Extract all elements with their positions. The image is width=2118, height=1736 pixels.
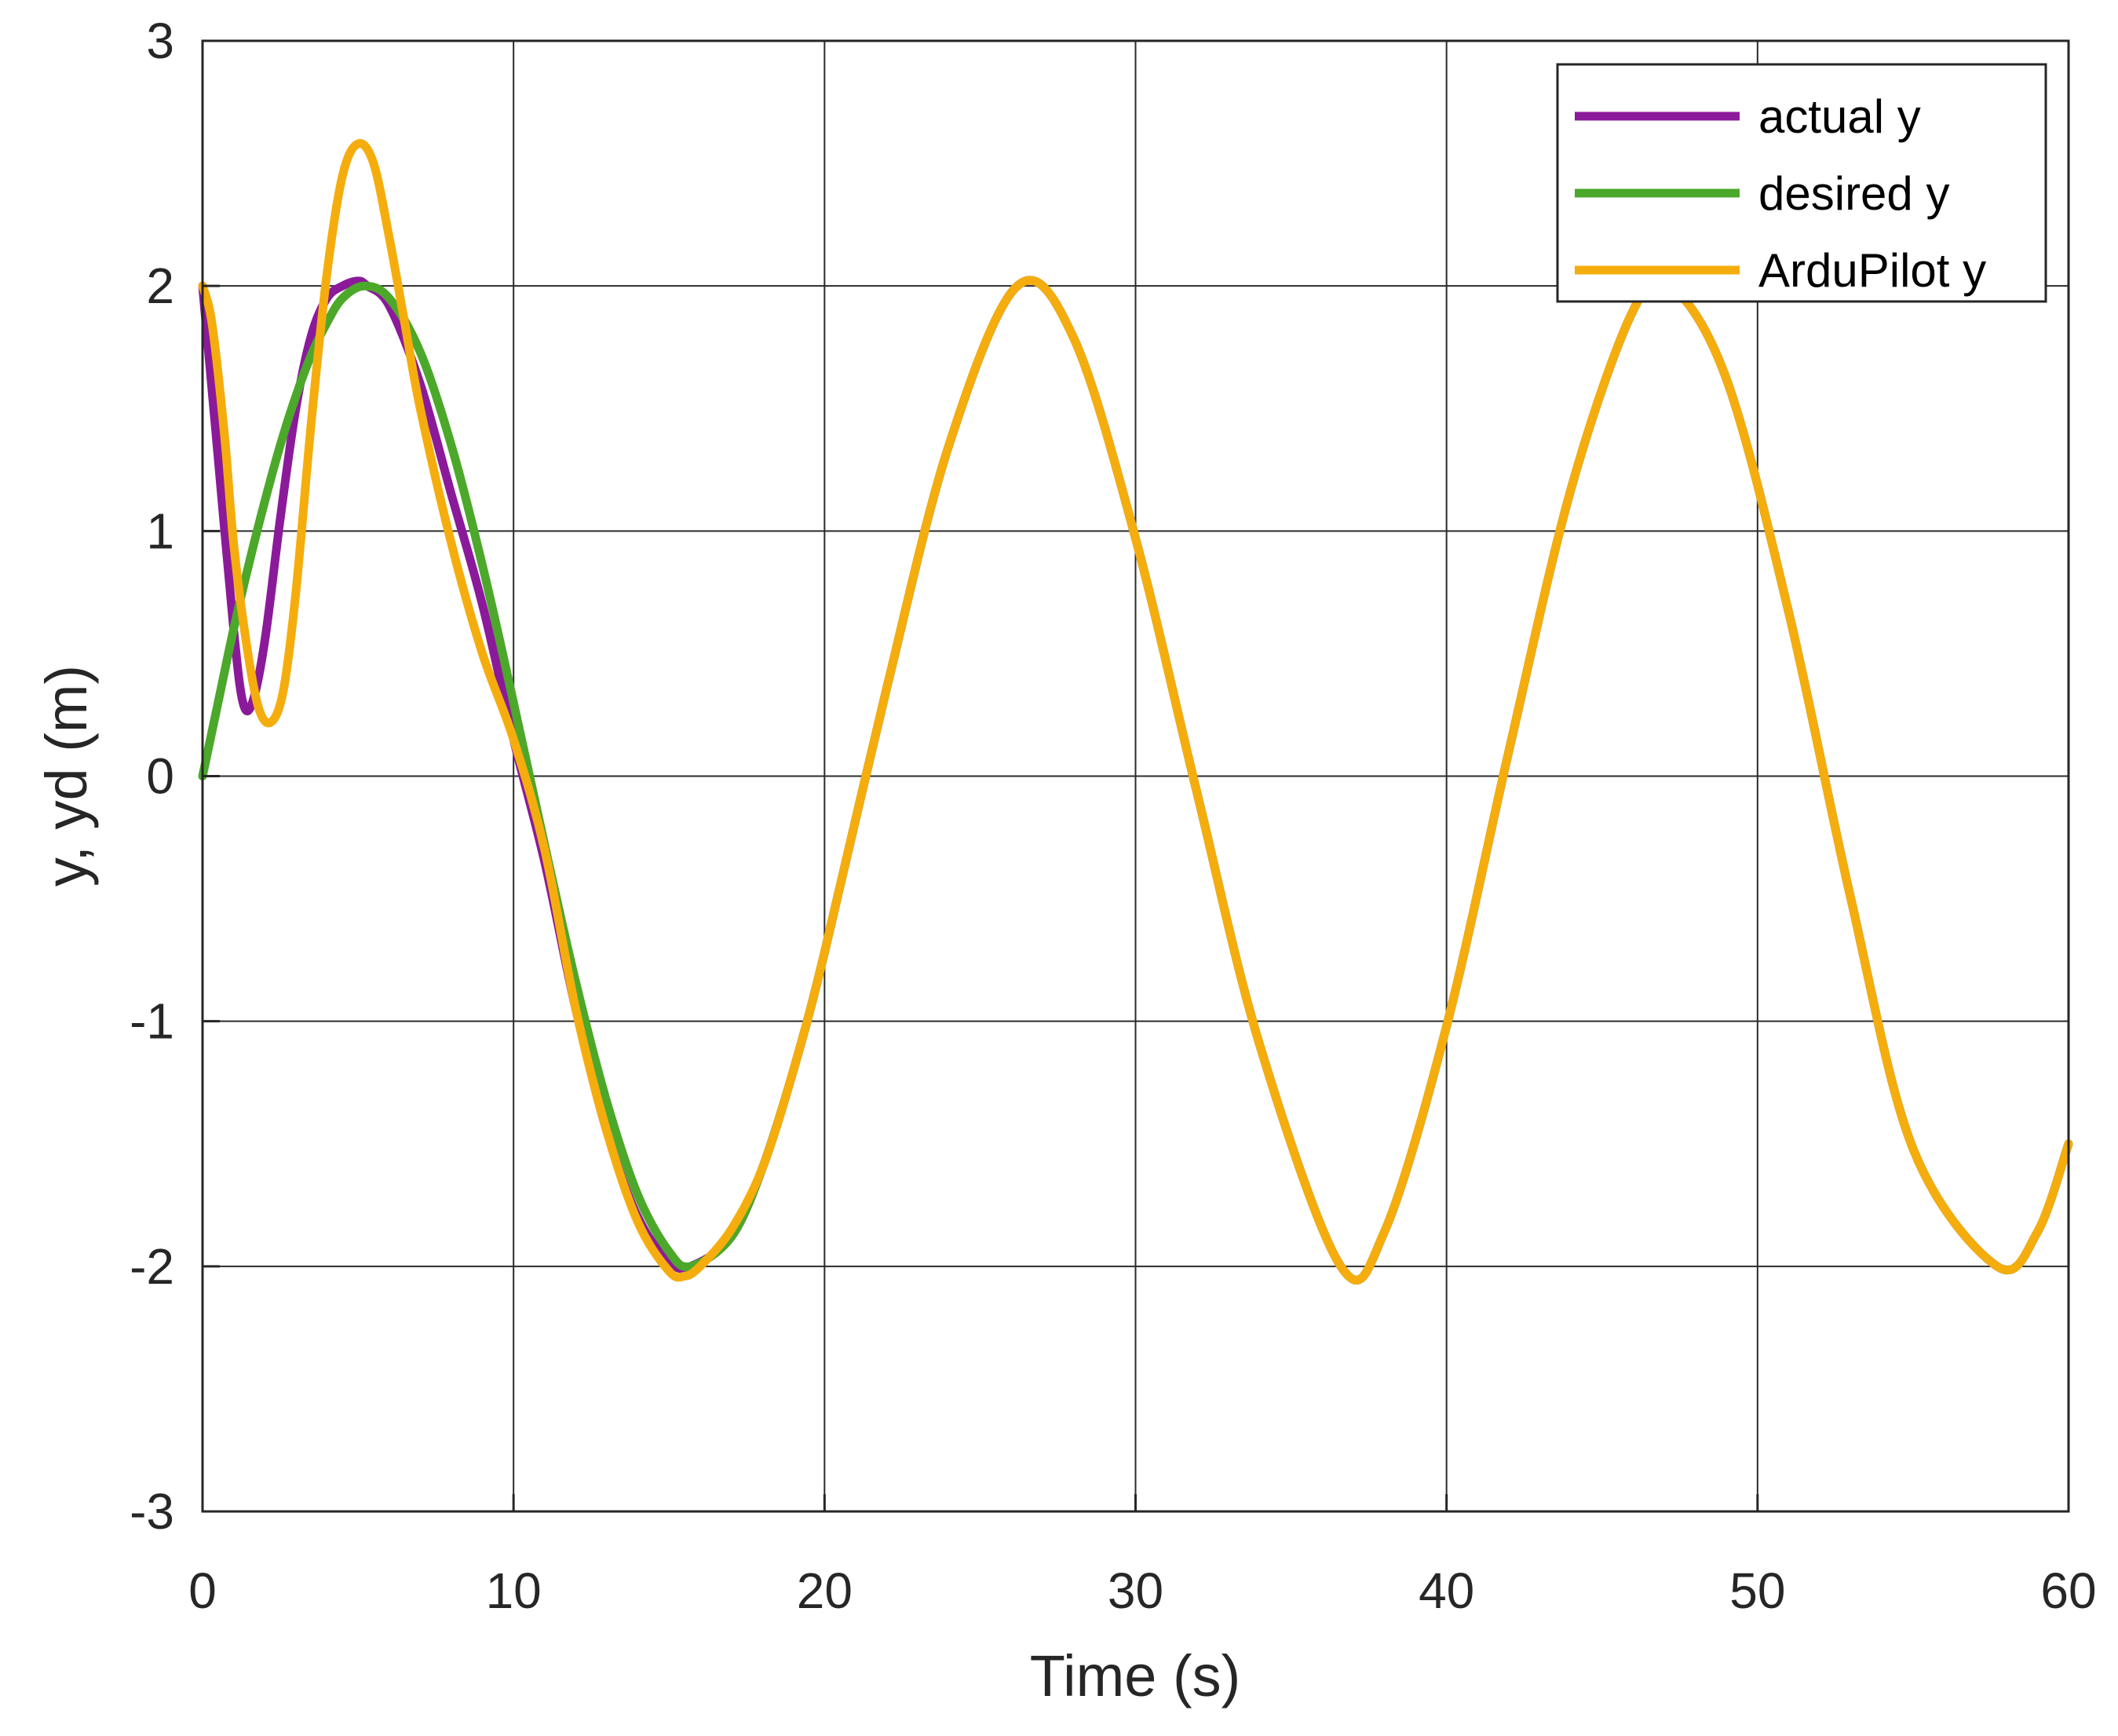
tick-labels: 0 10 20 30 40 50 60 -3 -2 -1 0 1 2 3	[130, 13, 2097, 1619]
legend: actual y desired y ArduPilot y	[1556, 63, 2047, 303]
x-tick-label: 50	[1729, 1562, 1785, 1619]
y-tick-label: -2	[130, 1238, 174, 1295]
x-tick-label: 30	[1108, 1562, 1163, 1619]
y-tick-label: 1	[146, 503, 174, 559]
x-tick-label: 60	[2040, 1562, 2096, 1619]
y-tick-label: 3	[146, 13, 174, 69]
y-tick-label: 0	[146, 748, 174, 805]
tick-group	[201, 39, 2070, 1513]
legend-label-0: actual y	[1758, 90, 1921, 143]
y-axis-label: y, yd (m)	[34, 665, 99, 886]
x-tick-label: 40	[1419, 1562, 1474, 1619]
x-axis-label: Time (s)	[1030, 1643, 1241, 1709]
y-tick-label: -3	[130, 1483, 174, 1540]
legend-label-2: ArduPilot y	[1758, 244, 1986, 297]
x-tick-label: 20	[797, 1562, 853, 1619]
y-tick-label: -1	[130, 993, 174, 1050]
series-line-2	[198, 139, 2073, 1285]
legend-label-1: desired y	[1758, 167, 1949, 220]
legend-box	[1556, 63, 2047, 303]
y-tick-label: 2	[146, 258, 174, 314]
x-tick-label: 0	[188, 1562, 217, 1619]
x-tick-label: 10	[486, 1562, 542, 1619]
